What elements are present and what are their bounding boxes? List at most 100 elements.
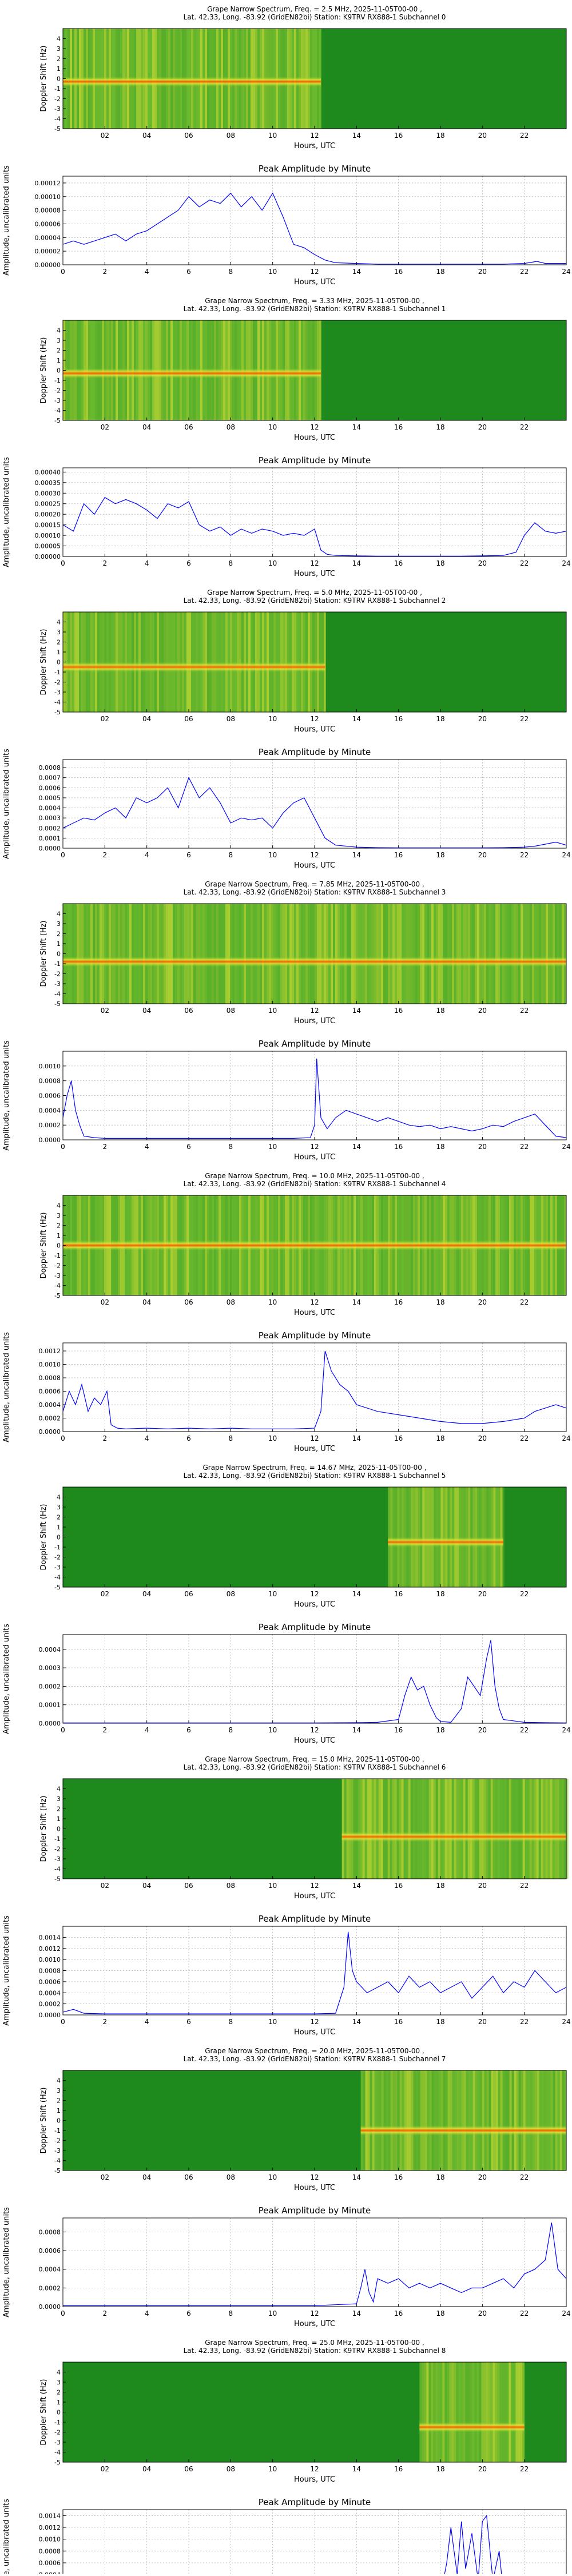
x-tick-label: 12 — [310, 1434, 319, 1442]
spectrogram-column — [505, 2070, 507, 2170]
y-tick-label: 0.0010 — [39, 2536, 61, 2543]
x-tick-label: 24 — [562, 1143, 570, 1151]
y-tick-label: -4 — [54, 116, 61, 123]
spectrogram-column — [562, 904, 564, 1004]
spectrogram-column — [413, 2070, 416, 2170]
x-tick-label: 12 — [310, 2309, 319, 2317]
x-tick-label: 18 — [436, 1007, 444, 1015]
x-tick-label: 0 — [61, 1143, 65, 1151]
spectrogram-subtitle: Lat. 42.33, Long. -83.92 (GridEN82bi) St… — [184, 13, 446, 21]
y-tick-label: 0.0000 — [39, 1720, 61, 1727]
spectrogram-column — [520, 2362, 523, 2462]
spectrogram-column — [136, 904, 138, 1004]
spectrogram-column — [363, 2070, 366, 2170]
x-tick-label: 10 — [268, 132, 277, 140]
x-tick-label: 18 — [436, 2173, 444, 2181]
x-tick-label: 10 — [268, 1590, 277, 1598]
x-tick-label: 16 — [394, 2309, 403, 2317]
spectrogram-column — [442, 1779, 445, 1879]
x-tick-label: 16 — [394, 851, 403, 859]
spectrogram-column — [486, 1779, 488, 1879]
spectrogram-column — [237, 904, 239, 1004]
x-tick-label: 16 — [394, 559, 403, 567]
spectrogram-column — [518, 904, 521, 1004]
spectrogram-column — [374, 904, 376, 1004]
spectrogram-column — [216, 904, 219, 1004]
amplitude-series-line — [443, 2514, 502, 2576]
spectrogram-column — [456, 2362, 459, 2462]
spectrogram-column — [557, 2070, 560, 2170]
spectrogram-column — [408, 904, 411, 1004]
x-tick-label: 24 — [562, 1434, 570, 1442]
spectrogram-column — [450, 2070, 452, 2170]
spectrogram-column — [470, 1779, 472, 1879]
y-tick-label: -1 — [54, 2127, 61, 2134]
spectrogram-column — [481, 2362, 484, 2462]
spectrogram-column — [506, 1779, 509, 1879]
x-tick-label: 02 — [101, 715, 109, 723]
x-tick-label: 0 — [61, 851, 65, 859]
spectrogram-column — [502, 1779, 505, 1879]
y-tick-label: 0 — [57, 2409, 61, 2416]
y-tick-label: -4 — [54, 1866, 61, 1873]
spectrogram-column — [458, 2362, 461, 2462]
spectrogram-column — [527, 1779, 530, 1879]
spectrogram-column — [219, 904, 221, 1004]
y-tick-label: 2 — [57, 931, 61, 938]
y-tick-label: 0.0004 — [39, 1646, 61, 1653]
spectrogram-column — [513, 2362, 516, 2462]
spectrogram-column — [88, 904, 90, 1004]
x-tick-label: 2 — [103, 1434, 108, 1442]
x-tick-label: 10 — [268, 2018, 277, 2026]
x-tick-label: 02 — [101, 2465, 109, 2473]
x-tick-label: 18 — [436, 1726, 444, 1734]
spectrogram-column — [514, 2070, 517, 2170]
spectrogram-column — [118, 904, 120, 1004]
x-axis-label: Hours, UTC — [294, 2028, 335, 2037]
spectrogram-column — [537, 2070, 539, 2170]
spectrogram-column — [518, 2362, 521, 2462]
y-tick-label: 0.0001 — [39, 1702, 61, 1709]
y-tick-label: 3 — [57, 1504, 61, 1511]
y-tick-label: 0.0006 — [39, 2559, 61, 2567]
y-tick-label: -5 — [54, 1875, 61, 1883]
y-tick-label: 0.0004 — [39, 805, 61, 812]
spectrogram-column — [157, 904, 159, 1004]
spectrogram-column — [534, 1779, 537, 1879]
x-tick-label: 02 — [101, 423, 109, 431]
x-tick-label: 02 — [101, 132, 109, 140]
x-tick-label: 22 — [520, 423, 529, 431]
spectrogram-column — [337, 904, 340, 1004]
spectrogram-column — [459, 2070, 462, 2170]
spectrogram-column — [545, 1779, 548, 1879]
spectrogram-column — [138, 904, 141, 1004]
x-tick-label: 20 — [478, 268, 487, 276]
amplitude-title: Peak Amplitude by Minute — [259, 164, 371, 174]
y-tick-label: -2 — [54, 1554, 61, 1561]
spectrogram-column — [482, 2070, 484, 2170]
spectrogram-column — [221, 904, 223, 1004]
x-tick-label: 10 — [268, 1726, 277, 1734]
x-tick-label: 10 — [268, 715, 277, 723]
y-tick-label: 0.00010 — [35, 532, 61, 539]
x-tick-label: 22 — [520, 715, 529, 723]
spectrogram-column — [411, 904, 413, 1004]
spectrogram-column — [466, 904, 468, 1004]
x-tick-label: 22 — [520, 1298, 529, 1306]
spectrogram-column — [143, 904, 145, 1004]
spectrogram-column — [166, 904, 168, 1004]
spectrogram-active-region — [360, 2070, 566, 2170]
spectrogram-column — [376, 2070, 379, 2170]
spectrogram-column — [113, 904, 116, 1004]
y-tick-label: -3 — [54, 1564, 61, 1571]
spectrogram-column — [431, 2362, 434, 2462]
spectrogram-column — [333, 904, 335, 1004]
spectrogram-column — [427, 904, 429, 1004]
y-tick-label: 0.00035 — [35, 479, 61, 487]
y-tick-label: 3 — [57, 2087, 61, 2094]
y-tick-label: 0.0007 — [39, 774, 61, 782]
spectrogram-column — [422, 2362, 424, 2462]
x-tick-label: 18 — [436, 715, 444, 723]
x-tick-label: 18 — [436, 268, 444, 276]
spectrogram-column — [470, 2362, 472, 2462]
